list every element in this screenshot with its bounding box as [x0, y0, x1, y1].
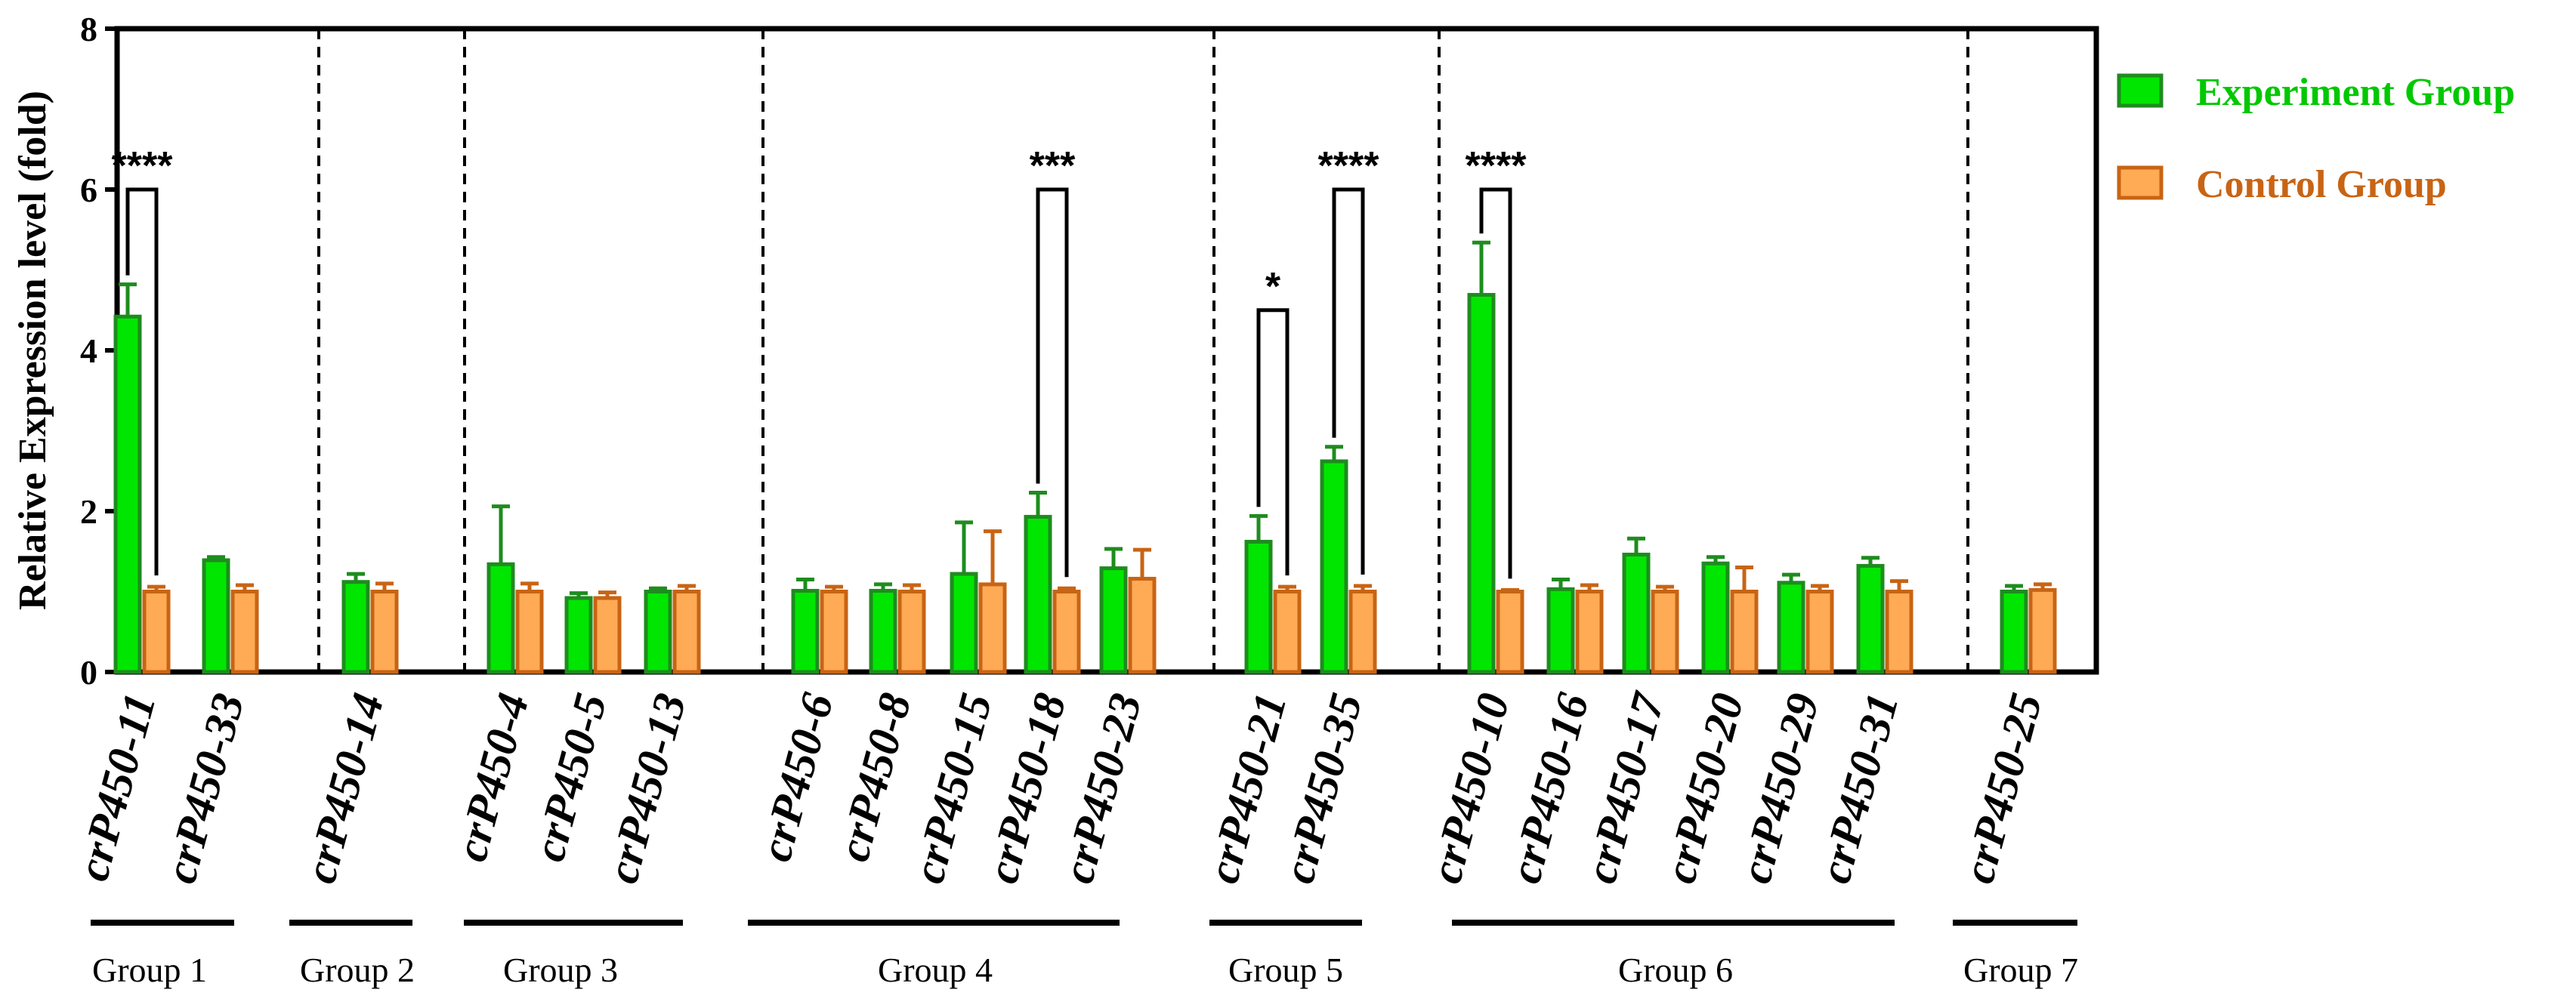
- bar-control-crP450-15: [978, 582, 1007, 674]
- y-tick-label: 0: [80, 653, 97, 692]
- y-tick-label: 2: [80, 492, 97, 531]
- group-label-2: Group 2: [300, 951, 415, 989]
- bar-control-crP450-17: [1651, 590, 1679, 674]
- bar-control-crP450-10: [1496, 590, 1524, 674]
- bar-control-crP450-31: [1885, 590, 1913, 674]
- x-tick-label-crP450-5: crP450-5: [524, 688, 616, 866]
- x-tick-label-crP450-31: crP450-31: [1809, 688, 1907, 888]
- bar-control-crP450-25: [2028, 587, 2057, 674]
- group-label-4: Group 4: [878, 951, 993, 989]
- x-tick-label-crP450-4: crP450-4: [446, 688, 538, 866]
- significance-bracket-crP450-11: [125, 187, 159, 576]
- significance-label-crP450-10: ****: [1466, 144, 1527, 188]
- bar-control-crP450-14: [370, 590, 399, 674]
- significance-bracket-crP450-10: [1479, 187, 1512, 579]
- bar-experiment-crP450-15: [950, 572, 978, 674]
- bar-control-crP450-35: [1348, 590, 1377, 674]
- significance-label-crP450-35: ****: [1318, 144, 1380, 188]
- bar-control-crP450-21: [1273, 590, 1302, 674]
- bar-experiment-crP450-20: [1701, 561, 1730, 674]
- bar-experiment-crP450-11: [113, 314, 142, 674]
- bar-control-crP450-20: [1730, 590, 1759, 674]
- bars: [113, 240, 2057, 674]
- y-axis-label: Relative Expression level (fold): [11, 91, 54, 610]
- group-label-3: Group 3: [503, 951, 618, 989]
- legend-label-experiment: Experiment Group: [2196, 71, 2515, 114]
- significance-label-crP450-18: ***: [1030, 144, 1076, 188]
- bar-experiment-crP450-35: [1320, 459, 1348, 674]
- y-tick-label: 6: [80, 171, 97, 209]
- bar-control-crP450-5: [593, 596, 622, 674]
- x-tick-label-crP450-33: crP450-33: [155, 688, 253, 888]
- bar-experiment-crP450-25: [2000, 590, 2028, 674]
- significance-bracket-crP450-35: [1332, 187, 1365, 575]
- bar-experiment-crP450-6: [791, 588, 820, 674]
- y-tick-label: 8: [80, 10, 97, 48]
- bar-experiment-crP450-21: [1244, 539, 1273, 674]
- y-tick-label: 4: [80, 331, 97, 370]
- legend-label-control: Control Group: [2196, 163, 2447, 206]
- bar-control-crP450-4: [515, 590, 544, 674]
- bar-control-crP450-18: [1052, 590, 1081, 674]
- significance-annotations: **** ******** ****: [112, 144, 1527, 579]
- legend-swatch-experiment: [2117, 73, 2164, 108]
- bar-experiment-crP450-8: [869, 588, 897, 674]
- bar-control-crP450-29: [1805, 590, 1834, 674]
- bar-control-crP450-33: [230, 590, 259, 674]
- bar-control-crP450-16: [1575, 590, 1604, 674]
- x-tick-label-crP450-8: crP450-8: [828, 688, 920, 866]
- x-tick-label-crP450-25: crP450-25: [1953, 688, 2051, 888]
- bar-experiment-crP450-10: [1467, 293, 1496, 674]
- bar-experiment-crP450-16: [1546, 587, 1575, 674]
- group-label-6: Group 6: [1618, 951, 1733, 989]
- significance-label-crP450-21: *: [1265, 265, 1281, 309]
- bar-control-crP450-23: [1128, 576, 1157, 674]
- bar-control-crP450-6: [820, 590, 848, 674]
- legend: Experiment Group Control Group: [2117, 71, 2515, 206]
- x-tick-label-crP450-6: crP450-6: [750, 688, 842, 866]
- bar-experiment-crP450-33: [202, 558, 230, 674]
- x-tick-label-crP450-14: crP450-14: [295, 688, 393, 888]
- bar-experiment-crP450-4: [486, 562, 515, 674]
- bar-experiment-crP450-29: [1777, 581, 1805, 674]
- significance-label-crP450-11: ****: [112, 144, 174, 188]
- bar-experiment-crP450-13: [644, 590, 672, 674]
- bar-experiment-crP450-23: [1099, 566, 1128, 674]
- bar-experiment-crP450-17: [1622, 553, 1651, 674]
- legend-swatch-control: [2117, 165, 2164, 200]
- group-label-5: Group 5: [1228, 951, 1343, 989]
- bar-control-crP450-8: [897, 590, 926, 674]
- group-label-7: Group 7: [1963, 951, 2078, 989]
- group-labels: Group 1 Group 2 Group 3 Group 4 Group 5 Group…: [91, 920, 2078, 989]
- bar-experiment-crP450-18: [1024, 514, 1052, 674]
- significance-bracket-crP450-21: [1256, 308, 1290, 576]
- bar-experiment-crP450-31: [1856, 563, 1885, 674]
- group-label-1: Group 1: [92, 951, 207, 989]
- bar-experiment-crP450-14: [341, 580, 370, 674]
- bar-experiment-crP450-5: [564, 596, 593, 674]
- significance-bracket-crP450-18: [1036, 187, 1069, 578]
- bar-control-crP450-13: [672, 590, 701, 674]
- x-tick-label-crP450-11: crP450-11: [67, 688, 165, 886]
- bar-control-crP450-11: [142, 590, 171, 674]
- x-tick-label-crP450-13: crP450-13: [597, 688, 695, 888]
